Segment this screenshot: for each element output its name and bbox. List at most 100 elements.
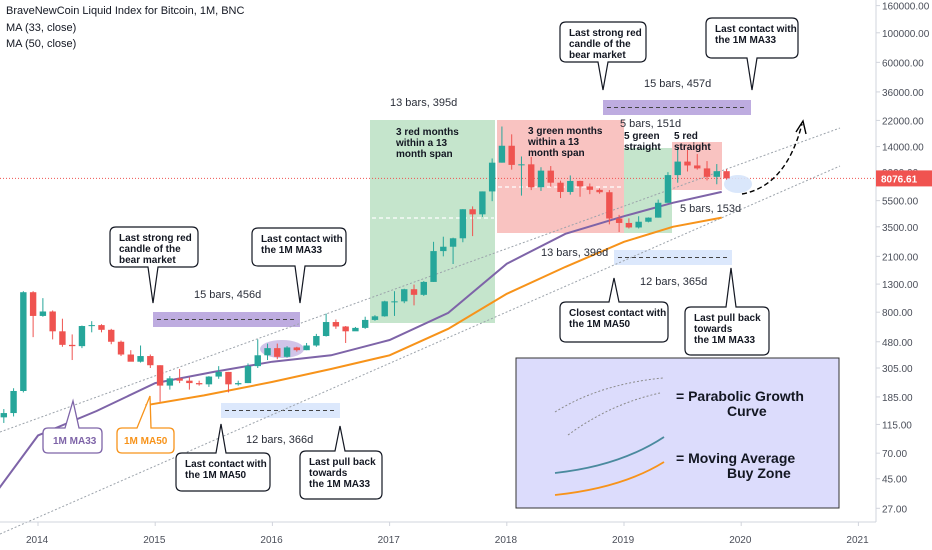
candle (567, 175, 574, 195)
ma33-line (0, 190, 722, 489)
callout-text: Last pull back (309, 457, 376, 468)
callout-shape (705, 17, 799, 91)
candle-body (459, 209, 467, 239)
label-12-bars-366d: 12 bars, 366d (246, 434, 313, 446)
candle-body (352, 327, 359, 332)
callout-text: the 1M MA33 (309, 479, 371, 490)
candle-body (235, 383, 242, 385)
candle-body (39, 311, 47, 316)
legend-ma50-line (554, 461, 665, 496)
channel-upper (0, 127, 841, 433)
candle-body (508, 145, 515, 165)
highlight-ellipse-2019 (724, 175, 752, 193)
candle (557, 180, 564, 199)
ma50-callout-text: 1M MA50 (124, 436, 168, 447)
zone-text-green-2019: 5 green (624, 131, 660, 142)
candle (274, 343, 281, 360)
callout-text: the 1M MA50 (569, 319, 631, 330)
candle-body (0, 413, 8, 418)
candle (235, 380, 242, 386)
candle (244, 363, 252, 384)
ma33-callout (42, 398, 103, 454)
legend-curve-upper (554, 377, 664, 413)
candle (576, 180, 584, 197)
callout-text: Last contact with (185, 459, 267, 470)
channel-lower (0, 165, 841, 535)
candle-body (29, 292, 37, 316)
candle-body (420, 281, 427, 295)
candle (440, 236, 447, 257)
candle-body (557, 182, 564, 192)
candle (117, 340, 125, 357)
candle-body (703, 168, 711, 177)
candle (488, 158, 496, 202)
callout-text: candle of the (119, 244, 181, 255)
candle-body (88, 325, 95, 327)
x-tick-label: 2014 (26, 535, 49, 546)
candle-body (59, 331, 66, 345)
y-tick-label: 2100.00 (882, 252, 919, 263)
label-5-bars-151d: 5 bars, 151d (620, 118, 681, 130)
candle (88, 321, 95, 333)
candle-body (215, 371, 222, 377)
green-zone-2017 (370, 120, 495, 323)
candle (10, 388, 17, 417)
callout-shape (684, 267, 770, 356)
callout-text: Closest contact with (569, 308, 666, 319)
candle-body (293, 347, 301, 351)
candle (205, 376, 213, 387)
callout-shape (251, 227, 347, 304)
y-tick-label: 185.00 (882, 393, 913, 404)
y-tick-label: 480.00 (882, 338, 913, 349)
projection-arrow (741, 123, 803, 195)
candle (449, 237, 457, 265)
candle (176, 368, 183, 384)
y-tick-label: 14000.00 (882, 143, 924, 154)
candle (596, 188, 603, 194)
candle-body (528, 164, 535, 188)
candle (215, 366, 222, 379)
ma50-indicator-label: MA (50, close) (6, 38, 77, 50)
zone-text-2018: within a 13 (527, 137, 580, 148)
candle (29, 291, 37, 338)
candle (645, 217, 652, 223)
callout-shape (299, 425, 383, 500)
candle-body (586, 186, 594, 190)
y-tick-label: 60000.00 (882, 58, 924, 69)
y-tick-label: 100000.00 (882, 29, 930, 40)
candle-body (303, 345, 310, 351)
candle (68, 334, 76, 361)
candle (723, 169, 730, 180)
candle-body (615, 218, 623, 223)
candle-body (313, 336, 320, 346)
callout-shape (559, 277, 669, 343)
candle-body (371, 316, 379, 320)
candle (479, 191, 486, 217)
y-tick-label: 5500.00 (882, 197, 919, 208)
candle-body (596, 189, 603, 193)
callout-text: Last contact with (261, 234, 343, 245)
candle-body (381, 301, 388, 317)
moving-average-layer (0, 175, 752, 489)
candle-body (264, 348, 271, 356)
callout-text: the 1M MA33 (694, 335, 756, 346)
ma50-callout (116, 395, 175, 454)
candle-body (391, 301, 398, 303)
callout-text: Last strong red (569, 28, 642, 39)
last-price-tag (876, 170, 932, 187)
candle (254, 339, 261, 369)
candle (410, 284, 418, 306)
candle (322, 313, 330, 337)
candle (518, 156, 525, 196)
y-tick-label: 115.00 (882, 420, 912, 431)
zone-text-green-2019: straight (624, 142, 661, 153)
candle (664, 172, 672, 203)
callout-text: Last contact with (715, 24, 797, 35)
ma33-indicator-label: MA (33, close) (6, 22, 77, 34)
candle (0, 409, 8, 423)
